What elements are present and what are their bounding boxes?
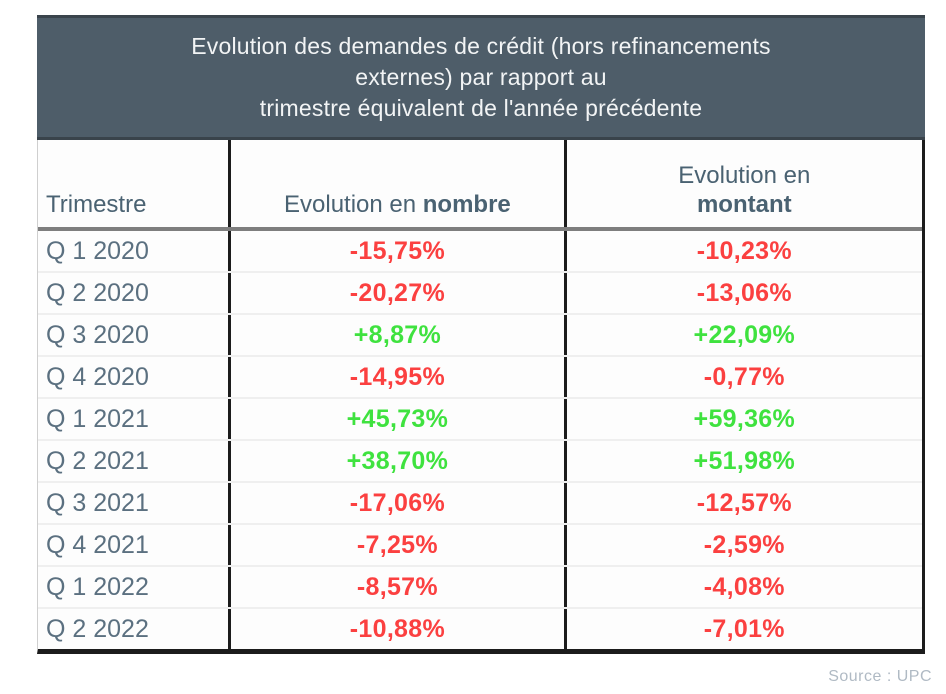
cell-montant: -2,59% (563, 525, 922, 565)
cell-montant: +51,98% (563, 441, 922, 481)
table-title: Evolution des demandes de crédit (hors r… (37, 15, 925, 140)
cell-trimestre: Q 4 2021 (46, 530, 149, 559)
cell-nombre: +38,70% (228, 441, 563, 481)
cell-trimestre: Q 2 2021 (46, 446, 149, 475)
cell-montant: -4,08% (563, 567, 922, 607)
col-header-nombre-text: Evolution en nombre (284, 191, 511, 218)
table-body: Q 1 2020 -15,75% -10,23% Q 2 2020 -20,27… (38, 231, 922, 649)
table-row: Q 4 2020 -14,95% -0,77% (38, 357, 922, 399)
table-row: Q 1 2020 -15,75% -10,23% (38, 231, 922, 273)
table-row: Q 2 2021 +38,70% +51,98% (38, 441, 922, 483)
cell-nombre: +45,73% (228, 399, 563, 439)
cell-nombre: -7,25% (228, 525, 563, 565)
table-grid: Trimestre Evolution en nombre Evolution … (37, 140, 925, 654)
cell-nombre: -14,95% (228, 357, 563, 397)
source-label: Source : UPC (828, 668, 932, 685)
cell-trimestre: Q 1 2020 (46, 236, 149, 265)
table-row: Q 2 2022 -10,88% -7,01% (38, 609, 922, 649)
cell-trimestre: Q 3 2021 (46, 488, 149, 517)
col-header-nombre: Evolution en nombre (228, 140, 563, 227)
table-row: Q 3 2020 +8,87% +22,09% (38, 315, 922, 357)
cell-montant: -0,77% (563, 357, 922, 397)
table-row: Q 4 2021 -7,25% -2,59% (38, 525, 922, 567)
cell-nombre: -20,27% (228, 273, 563, 313)
cell-montant: +22,09% (563, 315, 922, 355)
cell-nombre: -17,06% (228, 483, 563, 523)
cell-trimestre: Q 3 2020 (46, 320, 149, 349)
cell-trimestre: Q 2 2022 (46, 614, 149, 643)
table-row: Q 1 2021 +45,73% +59,36% (38, 399, 922, 441)
col-header-trimestre: Trimestre (46, 191, 147, 218)
cell-trimestre: Q 2 2020 (46, 278, 149, 307)
table-header-row: Trimestre Evolution en nombre Evolution … (38, 140, 922, 231)
cell-trimestre: Q 1 2022 (46, 572, 149, 601)
col-header-montant-text: Evolution en montant (678, 162, 811, 218)
cell-montant: +59,36% (563, 399, 922, 439)
table-row: Q 1 2022 -8,57% -4,08% (38, 567, 922, 609)
cell-nombre: -15,75% (228, 231, 563, 271)
table-row: Q 2 2020 -20,27% -13,06% (38, 273, 922, 315)
cell-trimestre: Q 1 2021 (46, 404, 149, 433)
cell-nombre: -8,57% (228, 567, 563, 607)
credit-evolution-table: Evolution des demandes de crédit (hors r… (37, 15, 925, 654)
cell-nombre: +8,87% (228, 315, 563, 355)
cell-montant: -12,57% (563, 483, 922, 523)
table-row: Q 3 2021 -17,06% -12,57% (38, 483, 922, 525)
cell-montant: -13,06% (563, 273, 922, 313)
cell-nombre: -10,88% (228, 609, 563, 649)
cell-montant: -7,01% (563, 609, 922, 649)
cell-montant: -10,23% (563, 231, 922, 271)
col-header-montant: Evolution en montant (563, 140, 922, 227)
cell-trimestre: Q 4 2020 (46, 362, 149, 391)
